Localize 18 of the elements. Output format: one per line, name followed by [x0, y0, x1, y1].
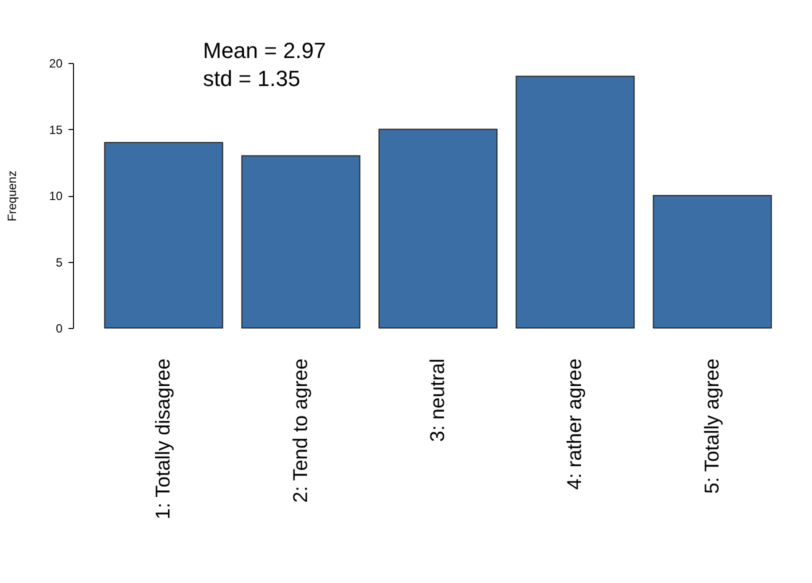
- bar: [516, 76, 635, 328]
- y-tick-label: 20: [49, 56, 63, 70]
- x-tick-label: 5: Totally agree: [701, 358, 724, 494]
- annotation: std = 1.35: [203, 66, 300, 91]
- y-axis-title: Frequenz: [5, 170, 20, 222]
- bar: [652, 195, 772, 328]
- y-tick-label: 0: [56, 322, 63, 336]
- text: Mean = 2.97: [203, 38, 326, 63]
- bar: [241, 155, 360, 328]
- x-tick-label: 2: Tend to agree: [290, 358, 312, 503]
- y-tick-label: 10: [49, 189, 63, 203]
- bar: [104, 142, 224, 328]
- x-tick-label: 1: Totally disagree: [152, 358, 175, 520]
- y-tick-label: 15: [49, 122, 63, 137]
- x-tick-label: 3: neutral: [427, 358, 449, 442]
- x-tick-label: 4: rather agree: [564, 358, 586, 490]
- y-tick-label: 5: [56, 255, 63, 270]
- bar: [378, 128, 498, 328]
